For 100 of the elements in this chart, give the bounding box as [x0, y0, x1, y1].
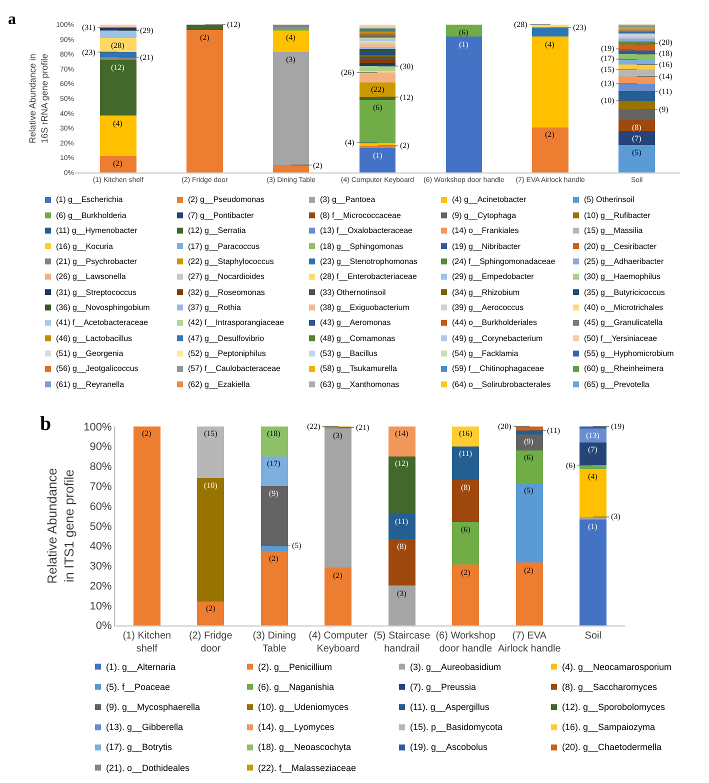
annotation: (13)	[586, 431, 600, 440]
annotation: (2)	[113, 159, 123, 168]
bar	[580, 465, 607, 470]
bar	[532, 36, 569, 128]
legend-label: (49) g__Corynebacterium	[452, 334, 544, 343]
bar	[324, 428, 352, 568]
bar	[100, 28, 136, 31]
legend-label: (18) g__Sphingomonas	[320, 242, 404, 251]
legend-label: (19) g__Nibribacter	[452, 242, 521, 251]
legend-label: (58) g__Tsukamurella	[320, 364, 398, 373]
bar	[272, 30, 310, 52]
annotation: (11)	[659, 87, 672, 96]
annotation: (14)	[395, 429, 409, 438]
bar	[359, 142, 396, 146]
bar	[359, 97, 396, 100]
legend-label: (20) g__Cesiribacter	[584, 242, 657, 251]
legend-label: (7). g__Preussia	[410, 682, 476, 692]
annotation: (8)	[632, 123, 642, 132]
annotation: (6)	[524, 453, 534, 462]
annotation: (3)	[286, 55, 296, 64]
annotation: (7)	[588, 445, 598, 454]
bar	[532, 127, 569, 172]
bar	[580, 428, 607, 442]
bar	[359, 63, 396, 66]
annotation: (7)	[632, 134, 642, 143]
legend-label: (53) g__Bacillus	[320, 349, 378, 358]
legend-label: (2) g__Pseudomonas	[188, 195, 264, 204]
bar	[618, 64, 655, 70]
annotation: (3)	[333, 431, 343, 440]
bar	[618, 44, 655, 51]
legend-label: (12) g__Serratia	[188, 226, 246, 235]
annotation: (2)	[545, 130, 555, 139]
legend-label: (8) f__Micrococcaceae	[320, 211, 402, 220]
legend-label: (30) g__Haemophilus	[584, 272, 660, 281]
bar	[359, 60, 396, 64]
legend-label: (44) o__Burkholderiales	[452, 318, 537, 327]
bar	[100, 52, 136, 58]
annotation: (30)	[400, 62, 414, 71]
annotation: (13)	[601, 79, 615, 88]
legend-label: (4) g__Acinetobacter	[452, 195, 527, 204]
bar	[197, 601, 224, 626]
annotation: (2)	[400, 141, 410, 150]
annotation: (4)	[113, 119, 123, 128]
legend-label: (6) g__Burkholderia	[56, 211, 127, 220]
chart-title: b	[40, 413, 52, 435]
legend-label: (38) g__Exiguobacterium	[320, 303, 410, 312]
y-axis-title: Relative Abundance in ITS1 gene profile	[44, 468, 77, 584]
legend-label: (19). g__Ascobolus	[410, 742, 488, 752]
annotation: (20)	[498, 422, 512, 431]
annotation: (14)	[659, 72, 673, 81]
legend-label: (9) g__Cytophaga	[452, 211, 517, 220]
annotation: (15)	[204, 429, 218, 438]
legend-label: (10). g__Udeniomyces	[258, 702, 350, 712]
annotation: (22)	[307, 422, 321, 431]
legend-label: (1). g__Alternaria	[106, 662, 176, 672]
bar	[452, 564, 480, 626]
bar	[446, 36, 482, 172]
bar	[618, 131, 655, 146]
annotation: (10)	[601, 96, 615, 105]
bar	[618, 59, 655, 65]
bar	[618, 110, 655, 120]
legend-label: (3) g__Pantoea	[320, 195, 376, 204]
annotation: (21)	[140, 53, 154, 62]
legend-label: (41) f__Acetobacteraceae	[56, 318, 149, 327]
bar	[618, 70, 655, 76]
legend-label: (37) g__Rothia	[188, 303, 242, 312]
annotation: (1)	[373, 151, 383, 160]
y-tick-label: 90%	[90, 441, 112, 454]
annotation: (6)	[566, 461, 576, 470]
y-tick-label: 100%	[84, 421, 112, 434]
bar	[452, 522, 480, 565]
bar	[186, 30, 223, 172]
annotation: (12)	[395, 459, 409, 468]
legend-label: (14). g__Lyomyces	[258, 722, 335, 732]
x-tick-label: (5) Staircase handrail	[374, 630, 431, 654]
bar	[359, 57, 396, 60]
legend-label: (34) g__Rhizobium	[452, 288, 520, 297]
bar	[100, 156, 136, 172]
bar	[186, 24, 223, 30]
annotation: (4)	[286, 33, 296, 42]
legend-label: (43) g__Aeromonas	[320, 318, 391, 327]
bar	[618, 76, 655, 84]
annotation: (31)	[82, 23, 96, 32]
legend-label: (20). g__Chaetodermella	[562, 742, 662, 752]
legend-label: (2). g__Penicillium	[258, 662, 332, 672]
bar	[260, 426, 288, 456]
legend-label: (9). g__Mycosphaerella	[106, 702, 200, 712]
legend-label: (40) o__Microtrichales	[584, 303, 664, 312]
annotation: (16)	[459, 429, 473, 438]
legend-label: (10) g__Rufibacter	[584, 211, 651, 220]
legend-label: (17) g__Paracoccus	[188, 242, 260, 251]
bar	[272, 52, 310, 166]
x-tick-label: (7) EVA Airlock handle	[498, 630, 562, 654]
legend-label: (47) g__Desulfovibrio	[188, 334, 265, 343]
legend-label: (29) g__Empedobacter	[452, 272, 534, 281]
bar	[133, 426, 160, 626]
legend-label: (54) g__Facklamia	[452, 349, 519, 358]
legend-label: (3). g__Aureobasidium	[410, 662, 502, 672]
legend-label: (15) g__Massilia	[584, 226, 644, 235]
legend-label: (13) f__Oxalobacteraceae	[320, 226, 414, 235]
